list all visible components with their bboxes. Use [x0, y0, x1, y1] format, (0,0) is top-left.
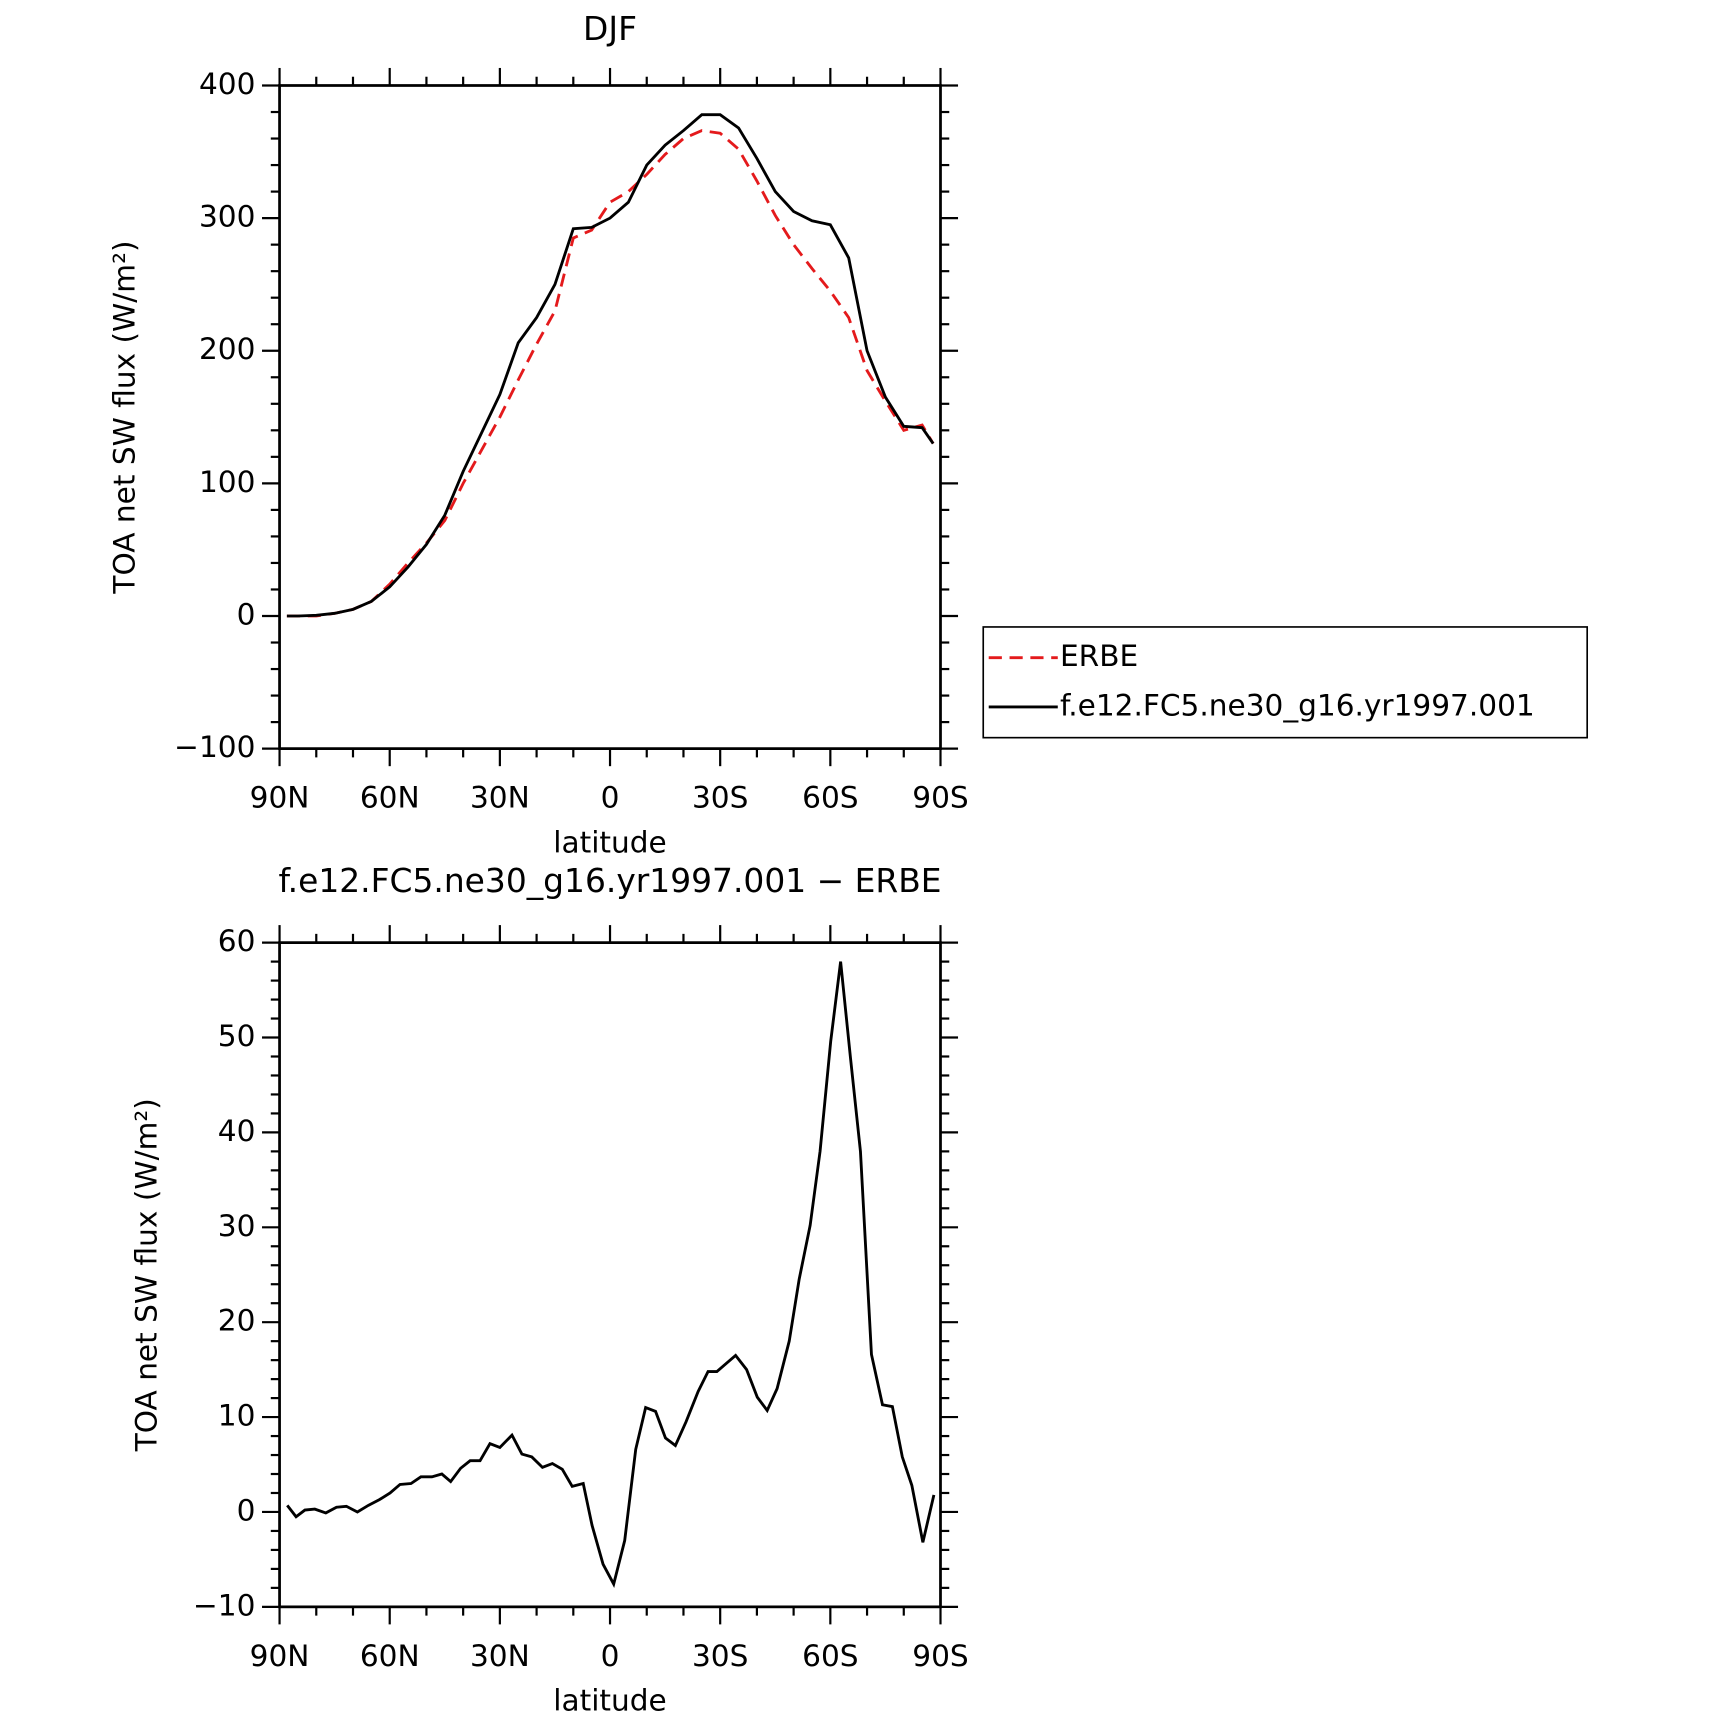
- y-tick-label: 0: [237, 597, 256, 631]
- x-tick-label: 0: [601, 1639, 620, 1673]
- legend-box: [982, 626, 1589, 739]
- y-tick-label: 60: [218, 924, 256, 958]
- y-tick-label: 300: [199, 200, 255, 234]
- x-tick-label: 90N: [250, 781, 310, 815]
- x-axis-label: latitude: [553, 1684, 666, 1718]
- y-tick-label: 50: [218, 1019, 256, 1053]
- data-line: [286, 129, 935, 618]
- chart-title: f.e12.FC5.ne30_g16.yr1997.001 − ERBE: [278, 861, 941, 900]
- x-tick-label: 30S: [692, 781, 748, 815]
- x-axis-label: latitude: [553, 825, 666, 859]
- x-tick-label: 0: [601, 781, 620, 815]
- y-axis-label: TOA net SW flux (W/m²): [108, 241, 142, 595]
- y-tick-label: 10: [218, 1399, 256, 1433]
- x-tick-label: 60S: [802, 781, 858, 815]
- data-line: [286, 961, 936, 1588]
- y-tick-label: 40: [218, 1114, 256, 1148]
- x-tick-label: 60N: [360, 781, 420, 815]
- x-tick-label: 60S: [802, 1639, 858, 1673]
- y-tick-label: 30: [218, 1209, 256, 1243]
- x-tick-label: 60N: [360, 1639, 420, 1673]
- plot-frame: [278, 941, 942, 1609]
- x-tick-label: 30N: [470, 781, 530, 815]
- y-axis-label: TOA net SW flux (W/m²): [130, 1098, 164, 1452]
- y-tick-label: 400: [199, 67, 255, 101]
- x-tick-label: 90S: [912, 1639, 968, 1673]
- y-tick-label: 0: [237, 1493, 256, 1527]
- y-tick-label: 100: [199, 465, 255, 499]
- plot-frame: [278, 84, 942, 750]
- legend-label: f.e12.FC5.ne30_g16.yr1997.001: [1060, 688, 1535, 722]
- x-tick-label: 30N: [470, 1639, 530, 1673]
- y-tick-label: 20: [218, 1304, 256, 1338]
- y-tick-label: −10: [193, 1588, 255, 1622]
- chart-title: DJF: [583, 9, 637, 48]
- legend-label: ERBE: [1060, 639, 1138, 673]
- y-tick-label: 200: [199, 332, 255, 366]
- x-tick-label: 30S: [692, 1639, 748, 1673]
- x-tick-label: 90S: [912, 781, 968, 815]
- data-line: [286, 113, 935, 618]
- y-tick-label: −100: [174, 730, 255, 764]
- x-tick-label: 90N: [250, 1639, 310, 1673]
